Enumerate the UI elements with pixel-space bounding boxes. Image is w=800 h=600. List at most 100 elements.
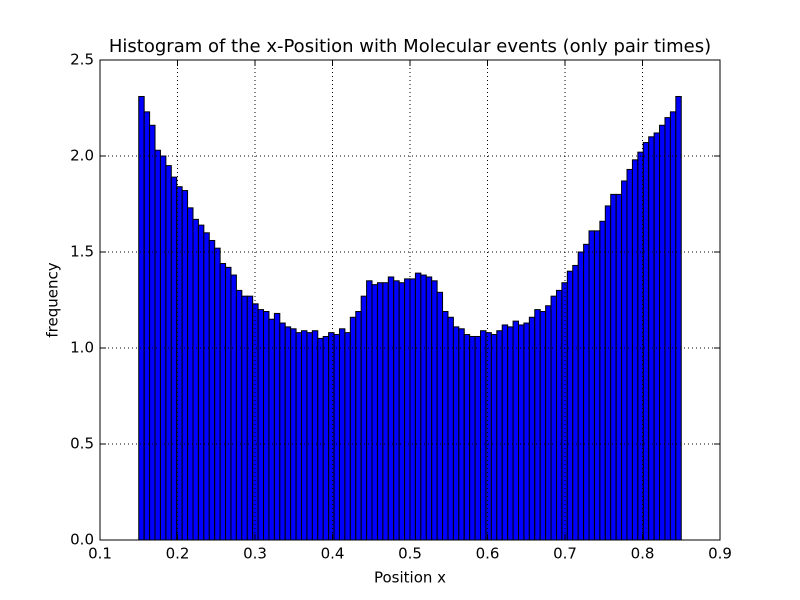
bar [306,332,313,541]
bar [279,322,286,541]
bar [615,193,623,541]
bar [480,330,487,541]
bar [447,316,454,541]
bar [550,295,557,541]
bar [431,280,438,541]
bar [366,280,373,541]
y-tick-label: 2.0 [70,147,94,165]
y-tick-label: 0.5 [70,435,94,453]
bar [311,330,319,541]
bar [572,264,579,541]
bar [507,326,514,541]
bar [496,330,503,541]
x-tick-label: 0.8 [631,545,655,563]
x-tick-label: 0.9 [708,545,732,563]
y-tick-label: 1.5 [70,243,94,261]
bar [637,151,644,541]
bar [355,311,362,541]
bar [284,326,292,541]
bar [317,337,324,541]
bar [382,282,389,541]
y-tick-label: 2.5 [70,51,94,69]
x-tick-label: 0.3 [243,545,267,563]
bar [170,176,178,541]
bar [555,289,563,541]
bar [631,159,639,541]
bar [159,155,167,541]
bar [442,311,449,541]
bar [409,278,416,541]
bar [176,186,183,541]
bar [675,95,682,541]
bar [452,326,460,541]
bar [338,328,346,541]
bar [333,334,340,541]
bar [528,316,536,541]
bar [143,111,151,541]
bar [659,124,666,541]
bar [235,289,243,541]
bar [301,330,308,541]
bar [523,322,530,541]
bar [534,309,541,541]
bar [344,332,351,541]
x-tick-label: 0.7 [553,545,577,563]
bar [518,324,525,541]
bar [669,111,677,541]
bar [154,149,161,541]
bar [214,247,221,541]
bar [393,280,400,541]
bar [599,220,606,541]
bar [387,276,395,541]
bar [273,312,281,541]
bar [664,117,671,541]
bar [420,274,427,541]
bar [642,142,650,541]
bar [192,218,199,541]
bar [626,168,633,541]
y-tick-label: 0.0 [70,531,94,549]
bar [295,332,303,541]
bar [577,251,585,541]
bar [512,320,520,541]
bar [653,132,661,541]
bar [490,334,498,541]
bar [463,334,471,541]
x-tick-label: 0.1 [88,545,112,563]
bar [219,263,227,541]
bar [621,180,628,541]
bar [485,332,492,541]
bar [230,274,237,541]
bar [436,291,444,541]
bar [566,270,574,541]
bar [165,165,172,541]
bar [604,205,612,541]
bar [290,328,297,541]
bar [469,335,476,541]
bar [360,295,368,541]
bar [474,335,482,541]
bar [322,335,330,541]
bar [257,309,265,541]
bar [588,230,595,541]
y-axis-label: frequency [44,262,62,337]
bar [593,230,601,541]
bar [371,284,378,541]
x-axis-label: Position x [374,569,446,587]
bar [181,190,189,541]
chart-title: Histogram of the x-Position with Molecul… [109,36,711,57]
x-tick-label: 0.5 [398,545,422,563]
bar [328,332,335,541]
bar [246,295,254,541]
bar [263,311,270,541]
bar [149,124,156,541]
bar [561,282,568,541]
bar [458,328,465,541]
x-tick-label: 0.4 [321,545,345,563]
bar [225,266,232,541]
bar [208,239,216,541]
bar [425,276,433,541]
bar [197,224,205,541]
bar [203,232,210,541]
